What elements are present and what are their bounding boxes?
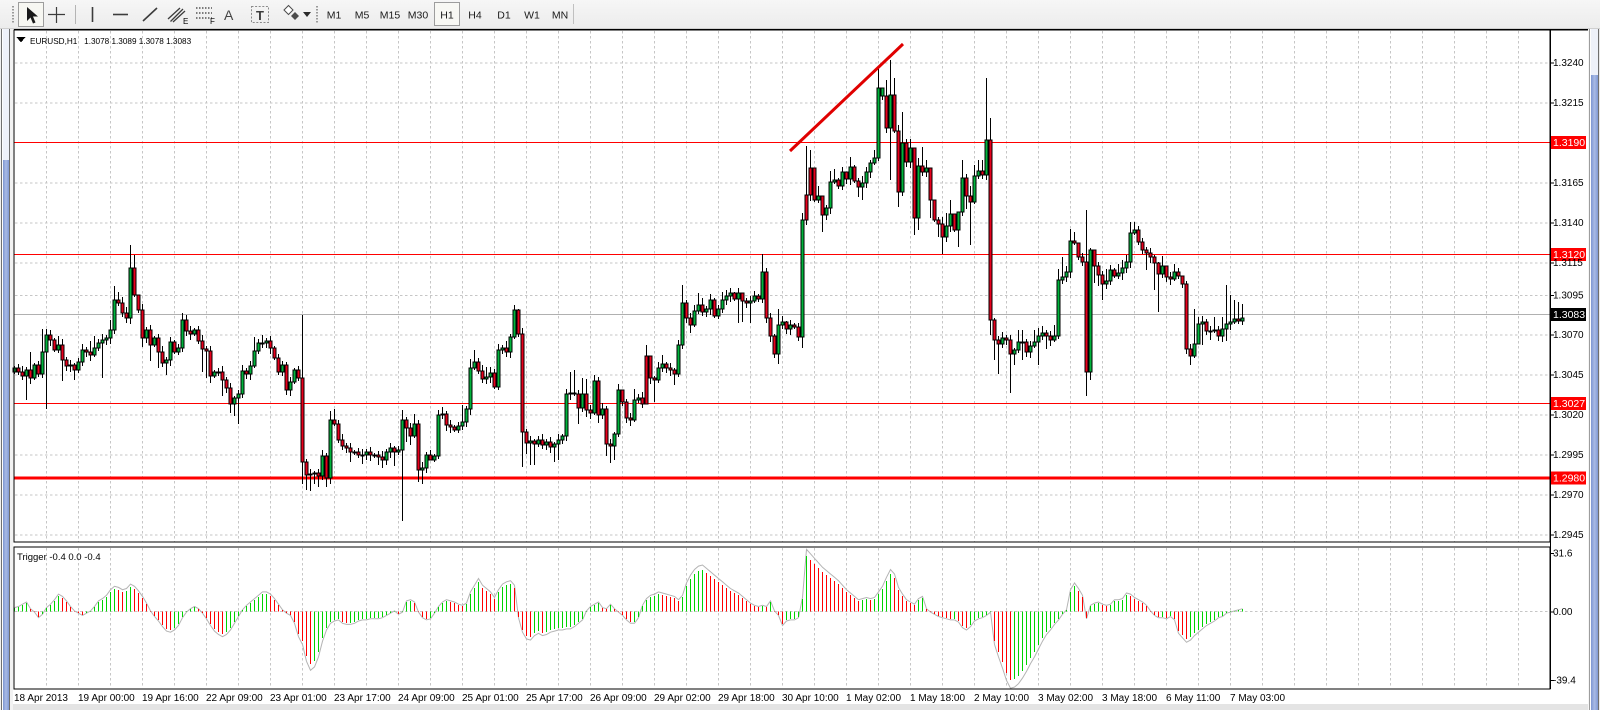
svg-text:3 May 02:00: 3 May 02:00 <box>1038 693 1093 704</box>
svg-text:T: T <box>256 8 264 23</box>
svg-text:1.3083: 1.3083 <box>1553 309 1585 321</box>
svg-text:1.3190: 1.3190 <box>1553 137 1585 149</box>
svg-text:29 Apr 18:00: 29 Apr 18:00 <box>718 693 775 704</box>
svg-text:1.3020: 1.3020 <box>1553 410 1584 421</box>
svg-text:18 Apr 2013: 18 Apr 2013 <box>14 693 68 704</box>
svg-text:MN: MN <box>552 10 568 22</box>
svg-text:M1: M1 <box>327 10 342 22</box>
svg-text:1.2970: 1.2970 <box>1553 490 1584 501</box>
svg-text:26 Apr 09:00: 26 Apr 09:00 <box>590 693 647 704</box>
svg-text:1.3045: 1.3045 <box>1553 370 1584 381</box>
svg-text:M5: M5 <box>355 10 370 22</box>
svg-text:30 Apr 10:00: 30 Apr 10:00 <box>782 693 839 704</box>
svg-text:22 Apr 09:00: 22 Apr 09:00 <box>206 693 263 704</box>
svg-text:1.3095: 1.3095 <box>1553 291 1584 302</box>
svg-text:Trigger -0.4 0.0 -0.4: Trigger -0.4 0.0 -0.4 <box>17 552 101 563</box>
svg-text:1.3165: 1.3165 <box>1553 178 1584 189</box>
svg-text:19 Apr 16:00: 19 Apr 16:00 <box>142 693 199 704</box>
svg-text:23 Apr 01:00: 23 Apr 01:00 <box>270 693 327 704</box>
svg-text:1.3240: 1.3240 <box>1553 58 1584 69</box>
svg-text:3 May 18:00: 3 May 18:00 <box>1102 693 1157 704</box>
svg-text:1 May 02:00: 1 May 02:00 <box>846 693 901 704</box>
svg-text:1.3027: 1.3027 <box>1553 398 1585 410</box>
svg-text:1.3120: 1.3120 <box>1553 249 1585 261</box>
svg-text:7 May 03:00: 7 May 03:00 <box>1230 693 1285 704</box>
svg-text:F: F <box>210 17 215 26</box>
svg-text:H4: H4 <box>468 10 482 22</box>
svg-text:1.3115: 1.3115 <box>1553 258 1583 269</box>
svg-text:29 Apr 02:00: 29 Apr 02:00 <box>654 693 711 704</box>
svg-text:6 May 11:00: 6 May 11:00 <box>1166 693 1221 704</box>
svg-text:1.2980: 1.2980 <box>1553 473 1585 485</box>
svg-text:D1: D1 <box>497 10 511 22</box>
svg-text:A: A <box>224 7 234 23</box>
svg-text:23 Apr 17:00: 23 Apr 17:00 <box>334 693 391 704</box>
svg-text:W1: W1 <box>524 10 540 22</box>
svg-text:1 May 18:00: 1 May 18:00 <box>910 693 965 704</box>
svg-text:1.3140: 1.3140 <box>1553 218 1584 229</box>
svg-text:E: E <box>183 17 188 26</box>
svg-text:EURUSD,H1 1.3078 1.3089 1.30: EURUSD,H1 1.3078 1.3089 1.3078 1.3083 <box>30 37 192 46</box>
svg-text:1.2995: 1.2995 <box>1553 450 1584 461</box>
svg-text:0.00: 0.00 <box>1553 607 1573 618</box>
svg-text:25 Apr 01:00: 25 Apr 01:00 <box>462 693 519 704</box>
svg-text:M15: M15 <box>380 10 401 22</box>
svg-text:25 Apr 17:00: 25 Apr 17:00 <box>526 693 583 704</box>
svg-text:1.3070: 1.3070 <box>1553 330 1584 341</box>
svg-text:1.2945: 1.2945 <box>1553 530 1584 541</box>
svg-text:H1: H1 <box>440 10 454 22</box>
svg-text:-39.4: -39.4 <box>1553 676 1576 687</box>
svg-text:31.6: 31.6 <box>1553 549 1573 560</box>
svg-text:1.3215: 1.3215 <box>1553 98 1584 109</box>
svg-text:M30: M30 <box>408 10 429 22</box>
svg-text:24 Apr 09:00: 24 Apr 09:00 <box>398 693 455 704</box>
svg-text:19 Apr 00:00: 19 Apr 00:00 <box>78 693 135 704</box>
svg-text:2 May 10:00: 2 May 10:00 <box>974 693 1029 704</box>
